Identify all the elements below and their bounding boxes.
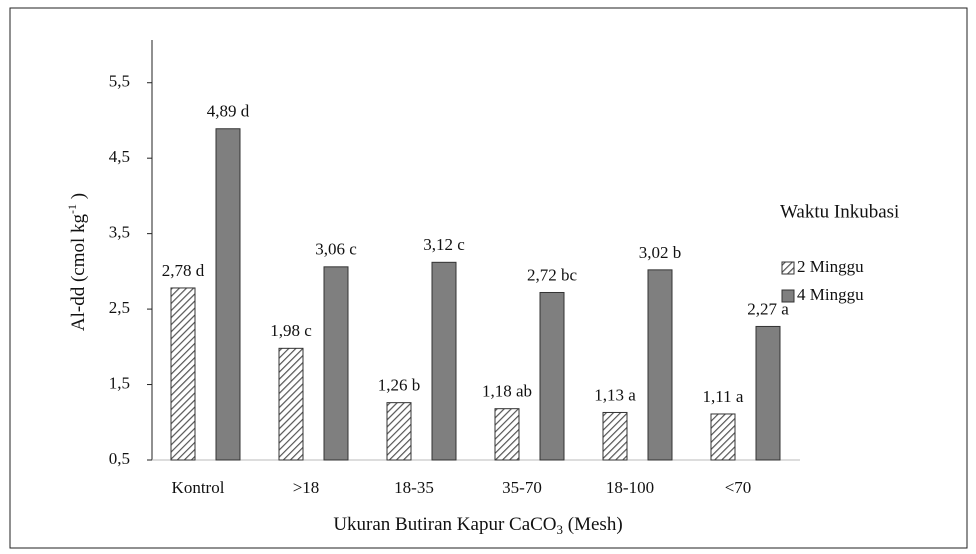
y-label-sup: -1 [65,204,79,214]
bar [602,411,628,461]
y-label-part: Al-dd (cmol kg [68,213,89,331]
y-label-part: ) [68,193,89,204]
bar [431,261,457,461]
y-tick-label: 2,5 [109,298,130,317]
bar [278,347,304,461]
legend-title: Waktu Inkubasi [780,201,899,222]
y-tick-label: 5,5 [109,72,130,91]
value-label: 3,06 c [315,240,357,259]
legend-swatch [781,289,795,303]
x-label-part: Ukuran Butiran Kapur CaCO [333,514,556,535]
y-tick-label: 1,5 [109,373,130,392]
value-label: 3,12 c [423,235,465,254]
value-label: 2,72 bc [527,265,578,284]
x-tick-label: Kontrol [172,478,225,497]
bar [386,402,412,461]
value-label: 3,02 b [639,243,682,262]
value-label: 1,98 c [270,321,312,340]
bar [170,287,196,461]
bar [323,266,349,461]
x-tick-label: >18 [293,478,320,497]
x-axis-label: Ukuran Butiran Kapur CaCO3 (Mesh) [333,514,622,537]
x-tick-label: 18-35 [394,478,434,497]
bar [755,325,781,461]
value-label: 1,26 b [378,376,421,395]
legend-label: 2 Minggu [797,257,864,276]
value-label: 1,11 a [703,387,744,406]
x-tick-label: <70 [725,478,752,497]
y-tick-label: 3,5 [109,223,130,242]
value-label: 2,78 d [162,261,205,280]
bar [539,291,565,461]
frame [9,7,968,549]
value-label: 2,27 a [747,299,789,318]
legend-swatch [781,261,795,275]
x-tick-label: 18-100 [606,478,654,497]
bar [494,408,520,461]
y-tick-label: 4,5 [109,147,130,166]
value-label: 1,18 ab [482,382,532,401]
x-label-part: (Mesh) [563,514,623,535]
value-label: 1,13 a [594,385,636,404]
value-label: 4,89 d [207,102,250,121]
x-label-sub: 3 [557,522,564,537]
y-tick-label: 0,5 [109,449,130,468]
y-axis-label: Al-dd (cmol kg-1 ) [65,193,90,331]
bar [647,269,673,461]
x-tick-label: 35-70 [502,478,542,497]
legend-label: 4 Minggu [797,285,864,304]
bar [215,128,241,461]
bar [710,413,736,461]
